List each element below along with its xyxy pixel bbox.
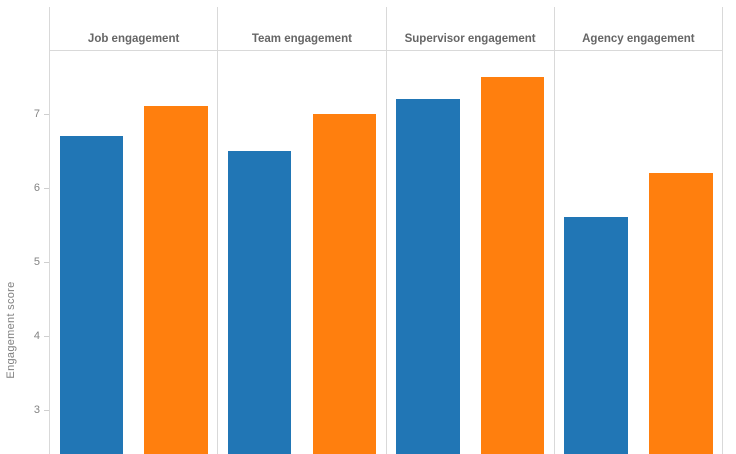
y-tick-label: 3 xyxy=(33,403,40,416)
y-tick-mark xyxy=(44,187,49,189)
y-tick-mark xyxy=(44,261,49,263)
facet-plot-area xyxy=(387,51,554,454)
bar-blue xyxy=(59,136,124,454)
y-tick-mark xyxy=(44,335,49,337)
facet-panel: Supervisor engagement xyxy=(386,7,555,454)
y-tick-label: 6 xyxy=(33,181,40,194)
facet-panel: Job engagement xyxy=(50,7,219,454)
y-tick-label: 7 xyxy=(33,107,40,120)
facet-title: Supervisor engagement xyxy=(386,7,554,51)
facet-plot-area xyxy=(218,51,385,454)
y-tick-mark xyxy=(44,113,49,115)
facet-title: Agency engagement xyxy=(554,7,722,51)
y-tick-label: 4 xyxy=(33,329,40,342)
facet-panels: Job engagement Team engagement Supervisor … xyxy=(49,7,723,454)
bar-orange xyxy=(144,106,208,454)
facet-plot-area xyxy=(555,51,722,454)
facet-title: Team engagement xyxy=(218,7,386,51)
bar-orange xyxy=(312,113,377,454)
bar-blue xyxy=(564,217,628,454)
bar-blue xyxy=(227,150,292,454)
y-tick-label: 5 xyxy=(33,255,40,268)
facet-plot-area xyxy=(50,51,217,454)
bar-blue xyxy=(396,99,460,454)
facet-title: Job engagement xyxy=(50,7,218,51)
y-tick-mark xyxy=(44,409,49,411)
bar-orange xyxy=(649,173,713,454)
bar-orange xyxy=(480,76,545,454)
facet-panel: Team engagement xyxy=(218,7,387,454)
facet-panel: Agency engagement xyxy=(554,7,723,454)
